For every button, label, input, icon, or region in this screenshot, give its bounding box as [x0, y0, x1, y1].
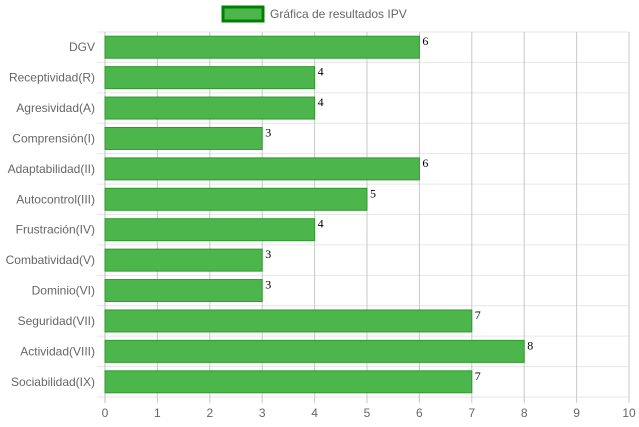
category-label: Combatividad(V) — [6, 253, 95, 267]
category-label: Dominio(VI) — [32, 284, 95, 298]
bar-value-label: 4 — [318, 65, 324, 79]
bar[interactable] — [104, 370, 473, 394]
bar[interactable] — [104, 309, 473, 333]
bar[interactable] — [104, 279, 263, 303]
category-label: Receptividad(R) — [9, 71, 95, 85]
category-label: Seguridad(VII) — [18, 314, 95, 328]
category-label: Autocontrol(III) — [16, 192, 95, 206]
bar-value-label: 3 — [265, 125, 271, 139]
category-label: Adaptabilidad(II) — [8, 162, 95, 176]
bar-value-label: 6 — [422, 34, 428, 48]
bar-value-label: 3 — [265, 247, 271, 261]
bar-value-label: 3 — [265, 278, 271, 292]
bar[interactable] — [104, 96, 316, 120]
bar[interactable] — [104, 248, 263, 272]
bar[interactable] — [104, 126, 263, 150]
legend-swatch[interactable] — [221, 5, 265, 23]
x-tick-labels: 0 1 2 3 4 5 6 7 8 9 10 — [102, 406, 636, 420]
category-label: Actividad(VIII) — [20, 344, 95, 358]
x-tick-label: 3 — [259, 406, 266, 420]
bar-value-label: 5 — [370, 186, 376, 200]
x-tick-label: 1 — [154, 406, 161, 420]
category-label: DGV — [69, 40, 95, 54]
bars — [104, 35, 525, 394]
category-label: Frustración(IV) — [16, 223, 95, 237]
bar-value-label: 6 — [422, 156, 428, 170]
bar[interactable] — [104, 35, 420, 59]
legend[interactable]: Gráfica de resultados IPV — [221, 5, 407, 23]
bar[interactable] — [104, 339, 525, 363]
category-label: Comprensión(I) — [12, 131, 95, 145]
bar-value-label: 8 — [527, 338, 533, 352]
x-tick-label: 7 — [468, 406, 475, 420]
x-tick-label: 9 — [573, 406, 580, 420]
x-tick-label: 2 — [206, 406, 213, 420]
bar-value-label: 4 — [318, 217, 324, 231]
bar-value-label: 7 — [475, 308, 481, 322]
legend-label[interactable]: Gráfica de resultados IPV — [270, 7, 407, 21]
x-tick-label: 6 — [416, 406, 423, 420]
bar[interactable] — [104, 218, 316, 242]
bar[interactable] — [104, 157, 420, 181]
bar-value-label: 4 — [318, 95, 324, 109]
bar[interactable] — [104, 66, 316, 90]
bar[interactable] — [104, 187, 368, 211]
x-tick-label: 10 — [622, 406, 636, 420]
x-tick-label: 8 — [521, 406, 528, 420]
x-tick-label: 5 — [364, 406, 371, 420]
value-labels: 6 4 4 3 6 5 4 3 3 7 8 7 — [265, 34, 533, 383]
bar-value-label: 7 — [475, 369, 481, 383]
category-label: Agresividad(A) — [16, 101, 95, 115]
category-label: Sociabilidad(IX) — [11, 375, 95, 389]
x-tick-label: 0 — [102, 406, 109, 420]
category-labels: DGV Receptividad(R) Agresividad(A) Comprens… — [6, 40, 95, 389]
x-tick-label: 4 — [311, 406, 318, 420]
